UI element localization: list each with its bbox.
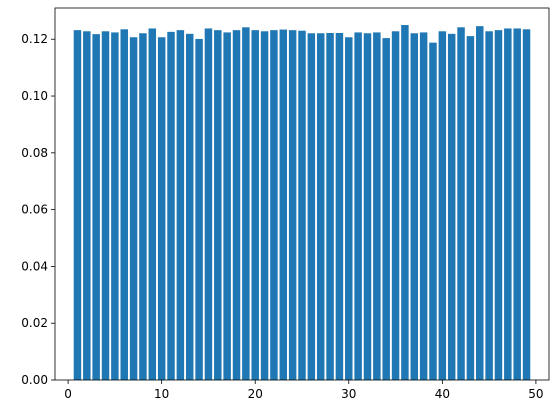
bar	[363, 33, 372, 381]
y-tick-label: 0.10	[21, 89, 48, 103]
bar	[316, 33, 325, 381]
bar	[335, 32, 344, 381]
y-axis: 0.00 0.02 0.04 0.06 0.08 0.10 0.12	[21, 32, 55, 387]
x-tick-label: 40	[435, 387, 450, 401]
bar	[410, 33, 419, 381]
bar	[101, 31, 110, 380]
bar	[129, 37, 138, 380]
bar	[513, 28, 521, 380]
x-tick-label: 20	[248, 387, 263, 401]
x-axis: 0 10 20 30 40 50	[64, 380, 544, 401]
bar	[223, 32, 231, 381]
bar	[157, 37, 166, 380]
x-tick-label: 0	[64, 387, 72, 401]
y-tick-label: 0.02	[21, 316, 48, 330]
bar	[214, 30, 222, 381]
y-tick-label: 0.00	[21, 373, 48, 387]
bar	[92, 34, 100, 380]
bar	[270, 30, 278, 381]
bar	[307, 33, 316, 381]
bar	[279, 29, 288, 381]
bar	[447, 33, 456, 381]
y-tick-label: 0.06	[21, 203, 48, 217]
bar	[242, 27, 250, 381]
x-tick-label: 10	[154, 387, 169, 401]
bar	[354, 32, 362, 381]
bar	[120, 29, 128, 381]
bar	[476, 26, 484, 380]
bars-group	[73, 25, 531, 381]
y-tick-label: 0.04	[21, 259, 48, 273]
bar	[391, 31, 400, 380]
bar	[139, 33, 147, 381]
bar	[373, 32, 381, 381]
plot-frame	[54, 7, 550, 381]
bar	[288, 30, 297, 381]
y-tick-label: 0.08	[21, 146, 48, 160]
bar	[429, 42, 437, 380]
bar	[457, 27, 465, 381]
bar	[73, 30, 82, 381]
bar	[419, 32, 428, 381]
y-tick-label: 0.12	[21, 32, 48, 46]
bar	[522, 29, 531, 381]
bar	[195, 38, 203, 380]
bar	[176, 30, 185, 381]
bar	[466, 36, 475, 381]
bar	[298, 30, 306, 380]
bar	[382, 38, 390, 380]
bar	[485, 31, 493, 380]
bar	[83, 31, 91, 380]
bar	[148, 28, 157, 380]
bar	[504, 28, 512, 380]
bar	[326, 32, 334, 381]
bar	[438, 31, 447, 380]
bar	[204, 28, 213, 380]
bar	[232, 30, 241, 381]
bar	[260, 31, 269, 380]
bar	[345, 37, 353, 380]
bar	[167, 31, 175, 380]
bar	[185, 33, 194, 381]
bar	[111, 32, 119, 381]
bar	[494, 30, 503, 381]
bar	[401, 25, 409, 380]
x-tick-label: 30	[341, 387, 356, 401]
x-tick-label: 50	[528, 387, 543, 401]
bar	[251, 30, 259, 381]
